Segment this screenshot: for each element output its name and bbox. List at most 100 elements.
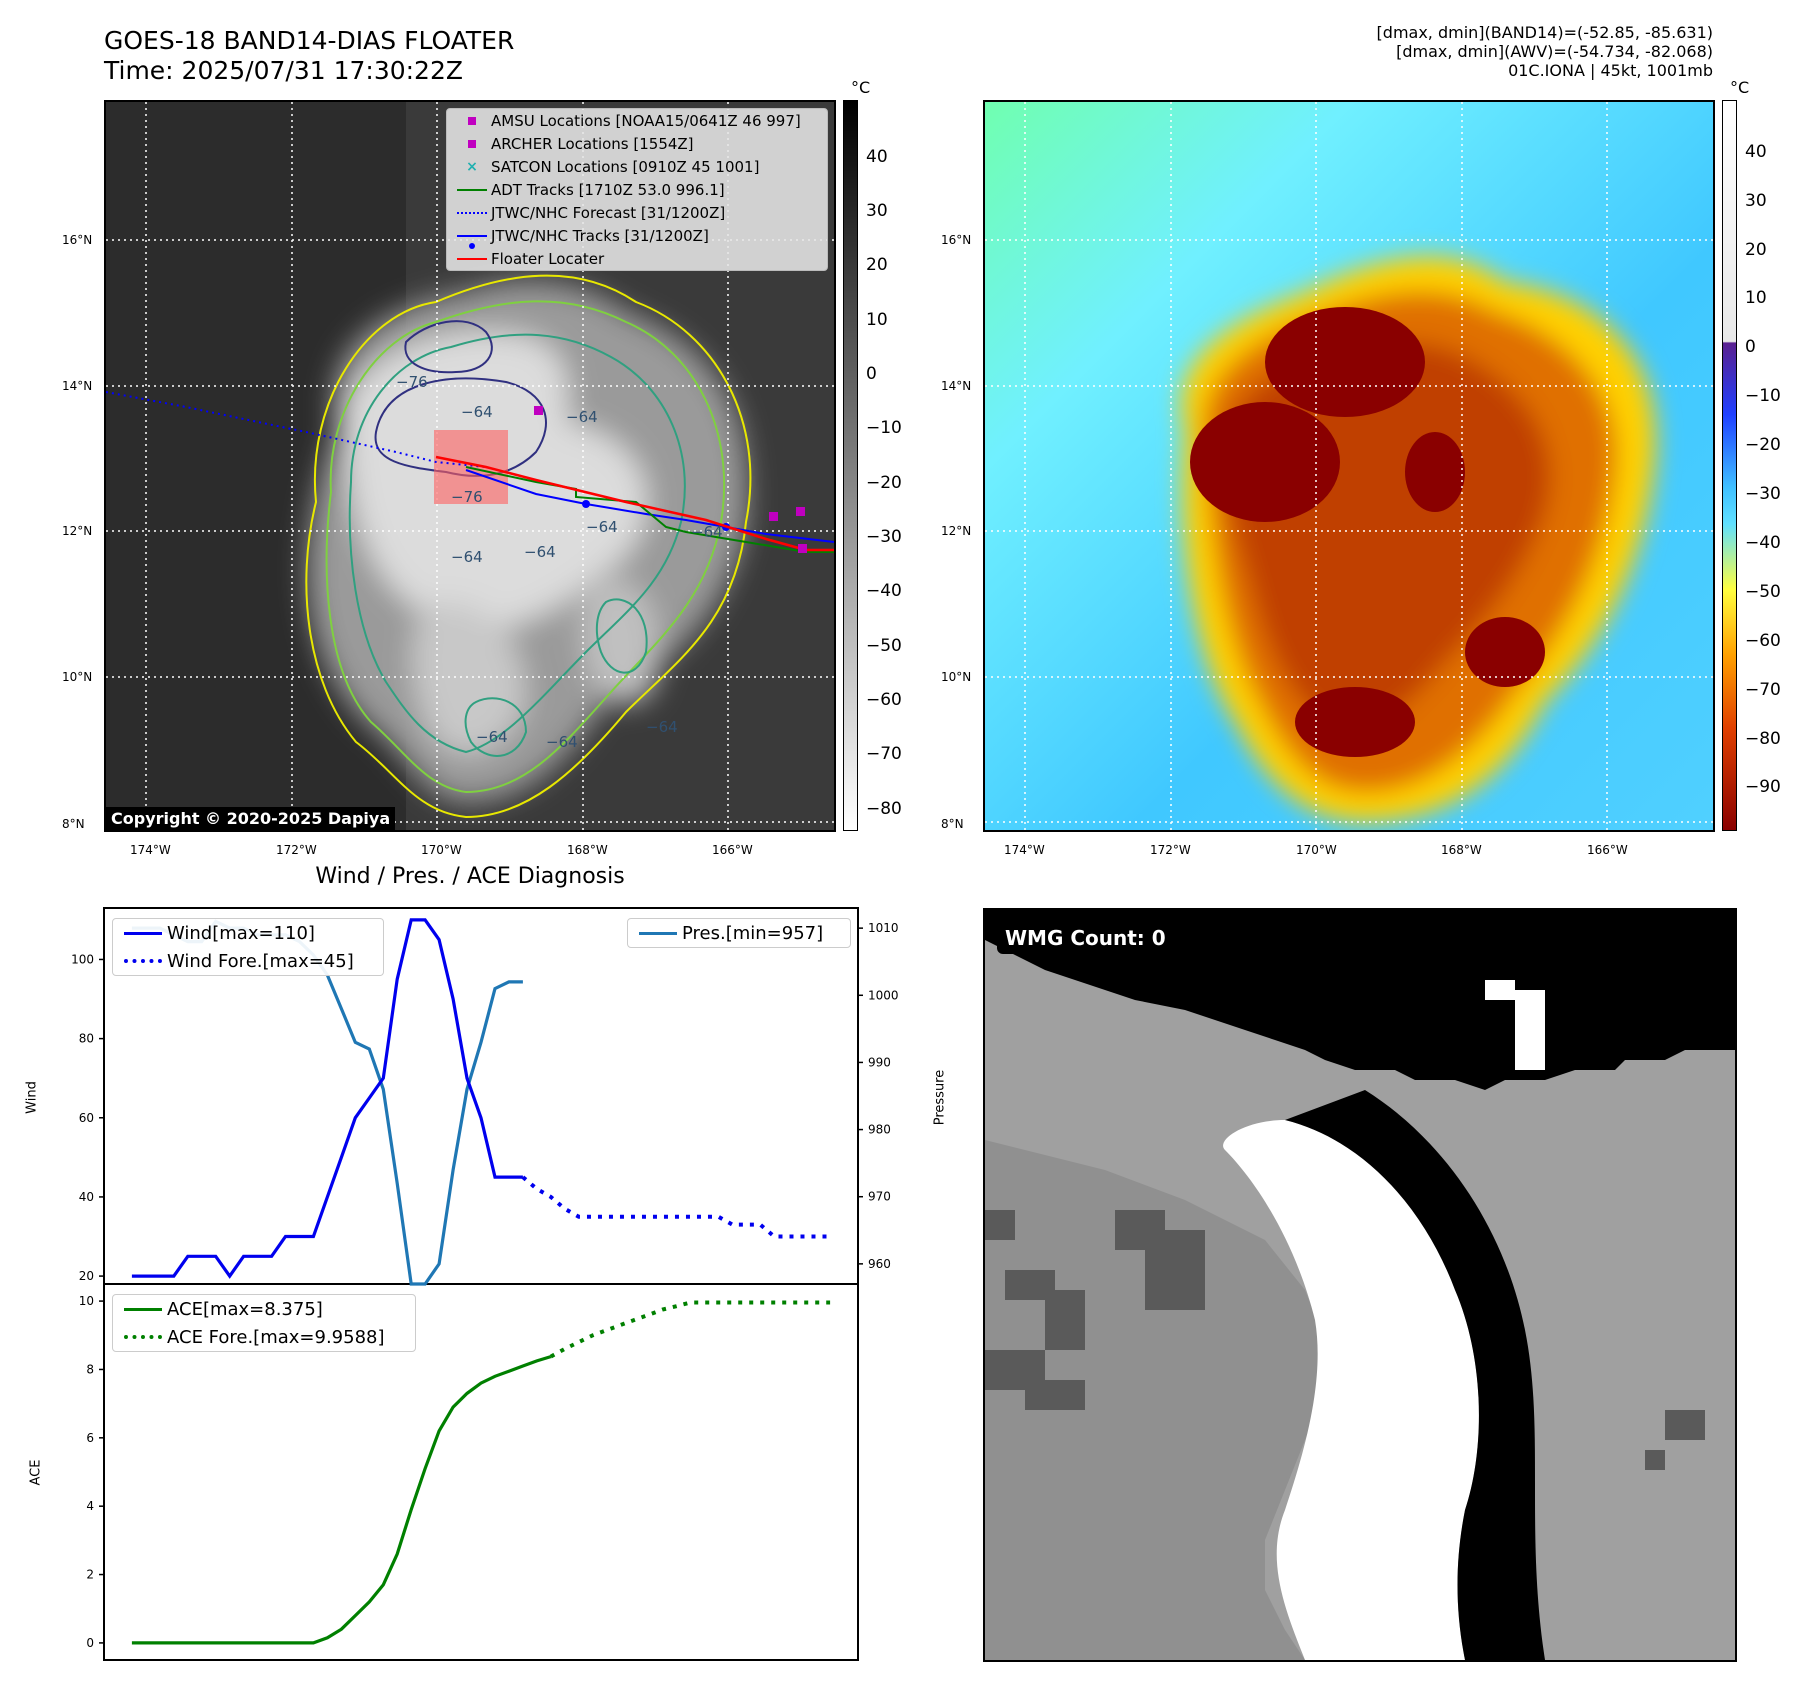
ir-colorbar-tick: −50 (866, 636, 902, 656)
info-line-1: [dmax, dmin](BAND14)=(-52.85, -85.631) (1376, 23, 1713, 42)
awv-colorbar-tick: −90 (1745, 777, 1781, 797)
awv-colorbar (1722, 100, 1737, 831)
amsu-marker (769, 512, 778, 521)
ir-colorbar-tick: −20 (866, 473, 902, 493)
title-line-1: GOES-18 BAND14-DIAS FLOATER (104, 26, 515, 55)
ir-colorbar-tick: −70 (866, 744, 902, 764)
legend-label: ARCHER Locations [1554Z] (491, 134, 694, 153)
awv-colorbar-tick: 0 (1745, 337, 1756, 357)
ir-colorbar-tick: 20 (866, 255, 888, 275)
archer-marker (796, 507, 805, 516)
wind-tick-label: 80 (79, 1032, 94, 1046)
pressure-tick-label: 1010 (868, 921, 899, 935)
lon-tick: 174°W (130, 843, 171, 857)
lon-tick: 174°W (1004, 843, 1045, 857)
wind-tick-label: 100 (71, 952, 94, 966)
awv-colorbar-tick: 30 (1745, 191, 1767, 211)
legend-item-wind-forecast: Wind Fore.[max=45] (113, 947, 383, 975)
ir-colorbar-tick: 10 (866, 310, 888, 330)
jtwc-track (465, 469, 834, 543)
legend-label: SATCON Locations [0910Z 45 1001] (491, 157, 760, 176)
lat-tick: 10°N (941, 670, 972, 684)
contour-label: −64 (461, 403, 493, 421)
lat-tick: 10°N (62, 670, 93, 684)
awv-colorbar-tick: −30 (1745, 484, 1781, 504)
legend-label: ACE Fore.[max=9.9588] (167, 1326, 385, 1348)
legend-label: JTWC/NHC Forecast [31/1200Z] (491, 203, 726, 222)
amsu-marker (798, 544, 807, 553)
ir-colorbar-tick: −60 (866, 690, 902, 710)
storm-info: [dmax, dmin](BAND14)=(-52.85, -85.631) [… (1377, 23, 1713, 80)
copyright-label: Copyright © 2020-2025 Dapiya (106, 807, 396, 830)
archer-marker (534, 406, 543, 415)
legend-label: Floater Locater (491, 249, 605, 268)
figure-title: GOES-18 BAND14-DIAS FLOATER Time: 2025/0… (104, 26, 514, 86)
legend-item-amsu: AMSU Locations [NOAA15/0641Z 46 997] (447, 109, 827, 132)
ir-colorbar-tick: 40 (866, 147, 888, 167)
awv-satellite-panel (983, 100, 1715, 832)
awv-colorbar-tick: 10 (1745, 288, 1767, 308)
contour-label: −64 (546, 733, 578, 751)
pressure-tick-label: 980 (868, 1123, 891, 1137)
legend-item-ace-forecast: ACE Fore.[max=9.9588] (113, 1323, 415, 1351)
awv-colorbar-tick: −70 (1745, 680, 1781, 700)
legend-item-ace: ACE[max=8.375] (113, 1295, 415, 1323)
pressure-tick-label: 990 (868, 1055, 891, 1069)
contour-label: −64 (586, 518, 618, 536)
wind-tick-label: 60 (79, 1111, 94, 1125)
legend-label: AMSU Locations [NOAA15/0641Z 46 997] (491, 111, 801, 130)
awv-gridlines (985, 102, 1713, 830)
legend-label: ADT Tracks [1710Z 53.0 996.1] (491, 180, 725, 199)
info-line-3: 01C.IONA | 45kt, 1001mb (1508, 61, 1713, 80)
ir-satellite-panel: −76 −64 −64 −76 −64 −64 −64 −64 −64 −64 … (104, 100, 836, 832)
wmg-image (985, 910, 1735, 1660)
pressure-legend: Pres.[min=957] (627, 918, 851, 948)
wind-line (131, 918, 523, 1279)
legend-item-jtwc-forecast: JTWC/NHC Forecast [31/1200Z] (447, 201, 827, 224)
ir-colorbar-tick: 0 (866, 364, 877, 384)
ace-tick-label: 10 (79, 1294, 94, 1308)
lat-tick: 14°N (62, 379, 93, 393)
legend-label: Wind[max=110] (167, 922, 315, 944)
legend-item-satcon: × SATCON Locations [0910Z 45 1001] (466, 157, 760, 176)
legend-item-archer: ARCHER Locations [1554Z] (447, 132, 827, 155)
lat-tick: 8°N (62, 817, 85, 831)
legend-label: Wind Fore.[max=45] (167, 950, 354, 972)
ir-colorbar-tick: 30 (866, 201, 888, 221)
wind-legend: Wind[max=110] Wind Fore.[max=45] (112, 918, 384, 976)
contour-label: −64 (451, 548, 483, 566)
lon-tick: 168°W (567, 843, 608, 857)
ir-colorbar-unit: °C (851, 78, 871, 97)
contour-label: −64 (566, 408, 598, 426)
ir-colorbar-tick: −10 (866, 418, 902, 438)
awv-satellite-image (985, 102, 1713, 830)
contour-label: −76 (396, 373, 428, 391)
ir-legend: AMSU Locations [NOAA15/0641Z 46 997] ARC… (446, 108, 828, 271)
legend-label: ACE[max=8.375] (167, 1298, 323, 1320)
contour-label: −76 (451, 488, 483, 506)
ir-colorbar-tick: −80 (866, 799, 902, 819)
lon-tick: 166°W (1587, 843, 1628, 857)
ace-axis-label: ACE (28, 1459, 44, 1486)
wind-forecast-line (521, 1175, 831, 1239)
floater-locater-box (434, 430, 508, 504)
awv-colorbar-tick: −40 (1745, 533, 1781, 553)
awv-colorbar-tick: −10 (1745, 386, 1781, 406)
legend-item-wind: Wind[max=110] (113, 919, 383, 947)
awv-colorbar-unit: °C (1730, 78, 1750, 97)
contour-label: −64 (476, 728, 508, 746)
legend-label: JTWC/NHC Tracks [31/1200Z] (491, 226, 709, 245)
ace-tick-label: 8 (86, 1362, 94, 1376)
ace-forecast-line (549, 1300, 831, 1359)
wind-axis-label: Wind (24, 1081, 40, 1114)
info-line-2: [dmax, dmin](AWV)=(-54.734, -82.068) (1396, 42, 1713, 61)
legend-item-pressure: Pres.[min=957] (628, 919, 850, 947)
ace-line (131, 1355, 552, 1645)
pressure-tick-label: 960 (868, 1257, 891, 1271)
awv-colorbar-tick: −60 (1745, 631, 1781, 651)
ir-colorbar (843, 100, 858, 831)
lon-tick: 172°W (1150, 843, 1191, 857)
lat-tick: 8°N (941, 817, 964, 831)
legend-item-jtwc-tracks: JTWC/NHC Tracks [31/1200Z] (447, 224, 827, 249)
lat-tick: 12°N (62, 524, 93, 538)
